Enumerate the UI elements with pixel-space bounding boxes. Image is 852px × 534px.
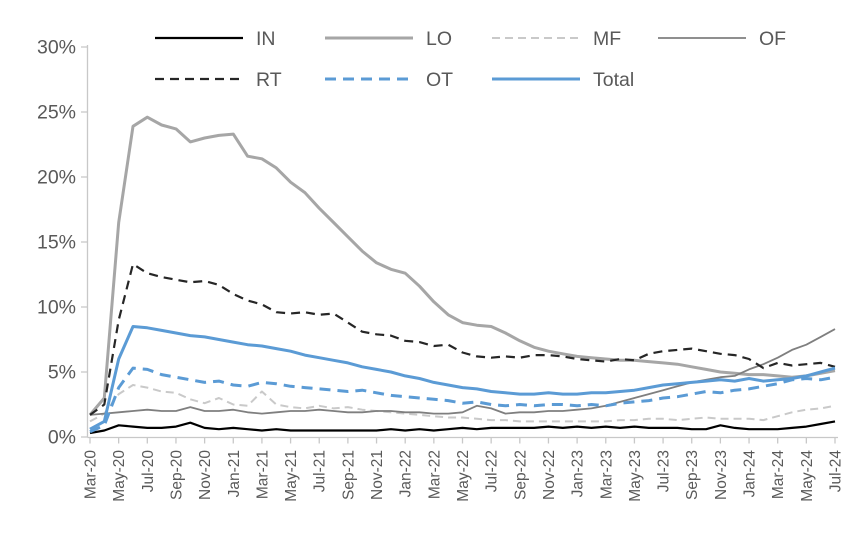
x-tick-label: Sep-21 <box>340 450 357 500</box>
series-line-mf <box>89 384 836 423</box>
x-tick-label: Sep-22 <box>512 450 529 500</box>
series-line-in <box>89 420 836 435</box>
legend-item-rt: RT <box>155 69 282 91</box>
x-tick-label: Sep-20 <box>168 450 185 500</box>
x-tick-label: Nov-23 <box>713 450 730 500</box>
y-tick-label: 25% <box>37 102 76 124</box>
series-line-total <box>89 325 836 431</box>
x-tick-label: Mar-23 <box>598 450 615 499</box>
y-tick-label: 15% <box>37 232 76 254</box>
series-line-of <box>89 328 836 416</box>
legend-item-ot: OT <box>325 69 453 91</box>
x-tick-label: Jul-23 <box>656 450 673 492</box>
legend-label-ot: OT <box>426 69 453 91</box>
x-tick-label: Jan-24 <box>742 450 759 498</box>
y-tick-label: 20% <box>37 167 76 189</box>
x-tick-label: Jul-24 <box>828 450 845 493</box>
legend-label-in: IN <box>256 28 276 50</box>
x-tick-label: Mar-20 <box>83 450 100 499</box>
x-tick-label: Mar-21 <box>254 450 271 499</box>
x-tick-label: Jan-23 <box>570 450 587 497</box>
x-tick-label: Jan-21 <box>226 450 243 497</box>
legend-item-total: Total <box>492 69 634 91</box>
x-tick-label: May-22 <box>455 450 472 502</box>
x-tick-label: Nov-22 <box>541 450 558 500</box>
x-tick-label: Sep-23 <box>684 450 701 500</box>
legend-label-of: OF <box>759 28 786 50</box>
x-tick-label: Mar-22 <box>426 450 443 499</box>
y-tick-label: 5% <box>48 362 76 384</box>
legend-label-lo: LO <box>426 28 452 50</box>
x-tick-label: Nov-21 <box>369 450 386 500</box>
x-tick-label: Mar-24 <box>770 450 787 499</box>
x-tick-label: Nov-20 <box>197 450 214 500</box>
series-line-ot <box>89 366 836 434</box>
legend-item-in: IN <box>155 28 276 50</box>
y-tick-label: 0% <box>48 427 76 449</box>
y-tick-label: 30% <box>37 37 76 59</box>
x-tick-label: Jul-20 <box>140 450 157 493</box>
legend-item-mf: MF <box>492 28 621 50</box>
x-tick-label: Jul-21 <box>312 450 329 492</box>
x-tick-label: May-21 <box>283 450 300 502</box>
series-line-rt <box>89 263 836 416</box>
legend-label-mf: MF <box>593 28 621 50</box>
x-tick-label: Jan-22 <box>398 450 415 497</box>
legend-item-of: OF <box>658 28 786 50</box>
x-tick-label: May-23 <box>627 450 644 502</box>
x-tick-label: Jul-22 <box>484 450 501 492</box>
legend-item-lo: LO <box>325 28 452 50</box>
x-tick-label: May-24 <box>799 450 816 502</box>
series-line-lo <box>88 115 836 416</box>
legend-label-total: Total <box>593 69 634 91</box>
y-tick-label: 10% <box>37 297 76 319</box>
x-tick-label: May-20 <box>111 450 128 502</box>
legend-label-rt: RT <box>256 69 282 91</box>
